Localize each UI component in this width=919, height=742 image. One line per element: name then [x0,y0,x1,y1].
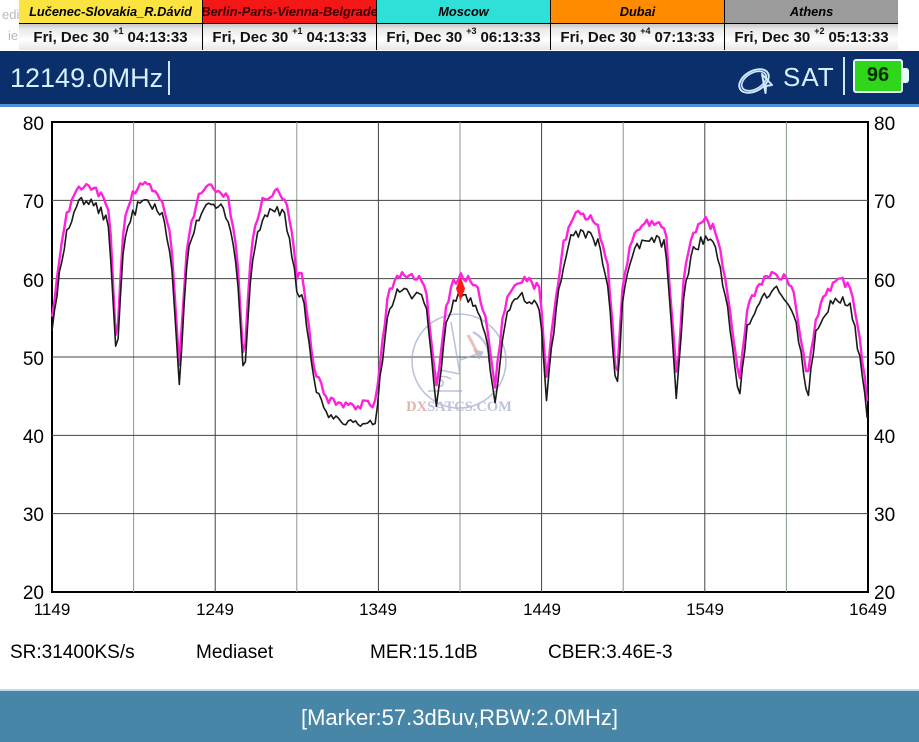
svg-text:DXSATCS.COM: DXSATCS.COM [406,399,512,415]
